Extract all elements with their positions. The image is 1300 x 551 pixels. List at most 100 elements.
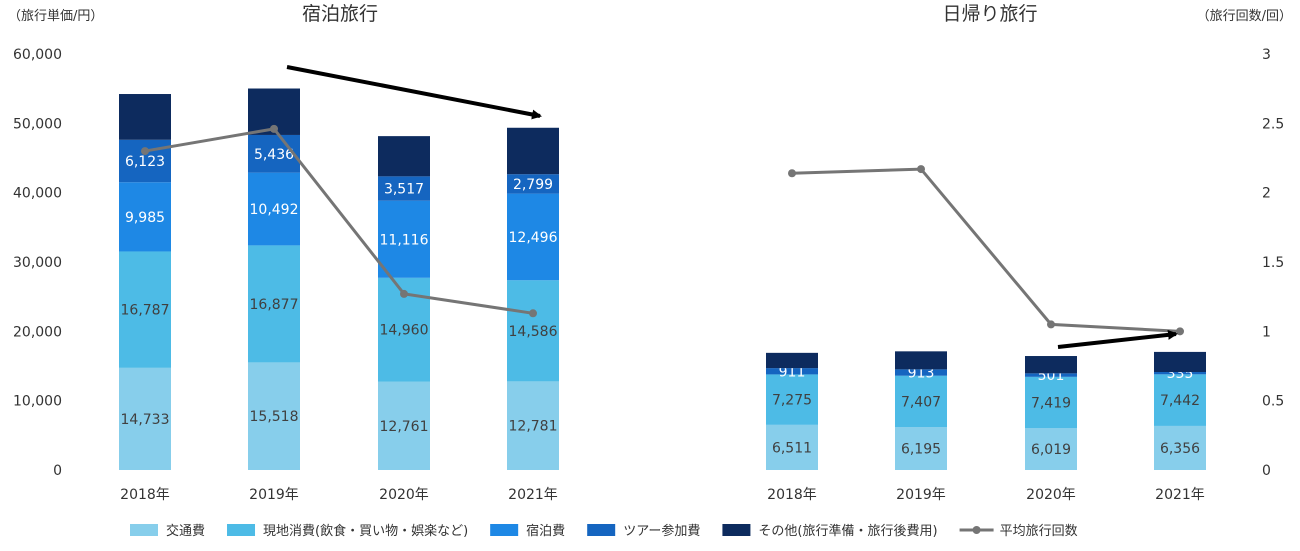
bar-segment xyxy=(248,134,300,173)
left-axis-tick-label: 40,000 xyxy=(13,186,62,202)
bar-segment xyxy=(1154,351,1206,373)
legend-label: 宿泊費 xyxy=(526,523,565,539)
line-point xyxy=(141,147,149,156)
bar-segment xyxy=(248,245,300,363)
x-axis-tick-label: 2018年 xyxy=(120,487,170,503)
right-axis-tick-label: 2 xyxy=(1262,186,1271,202)
line-point xyxy=(400,289,408,298)
bar-value-label: 7,419 xyxy=(1031,396,1071,412)
legend-label: 現地消費(飲食・買い物・娯楽など) xyxy=(263,523,468,539)
bar-segment xyxy=(119,251,171,368)
right-axis-tick-label: 1 xyxy=(1262,324,1271,340)
x-axis-tick-label: 2019年 xyxy=(896,487,946,503)
bar-segment xyxy=(895,351,947,370)
bar-value-label: 6,356 xyxy=(1160,441,1200,457)
bar-segment xyxy=(766,352,818,369)
bar-value-label: 9,985 xyxy=(125,210,165,226)
bar-value-label: 913 xyxy=(908,366,935,382)
panel-title: 宿泊旅行 xyxy=(302,3,378,25)
bar-value-label: 12,761 xyxy=(380,419,429,435)
legend-swatch xyxy=(587,524,616,536)
bar-value-label: 12,496 xyxy=(509,230,558,246)
left-axis-tick-label: 0 xyxy=(53,463,62,479)
bar-segment xyxy=(895,427,947,470)
bar-value-label: 14,586 xyxy=(509,324,558,340)
bar-segment xyxy=(1025,373,1077,377)
bar-value-label: 12,781 xyxy=(509,419,558,435)
bar-value-label: 6,019 xyxy=(1031,442,1071,458)
bar-value-label: 7,275 xyxy=(772,393,812,409)
x-axis-tick-label: 2021年 xyxy=(508,487,558,503)
line-point xyxy=(529,309,537,318)
bar-segment xyxy=(766,424,818,470)
bar-segment xyxy=(248,362,300,470)
legend-label: 平均旅行回数 xyxy=(1000,524,1078,539)
bar-value-label: 16,877 xyxy=(250,297,299,313)
decrease-arrow xyxy=(286,65,542,120)
right-axis-tick-label: 0 xyxy=(1262,463,1271,479)
legend-label: 交通費 xyxy=(166,523,205,539)
left-axis-tick-label: 50,000 xyxy=(13,116,62,132)
bar-segment xyxy=(1025,376,1077,429)
line-point xyxy=(917,165,925,174)
bar-segment xyxy=(378,136,430,177)
right-axis-tick-label: 2.5 xyxy=(1262,116,1284,132)
bar-segment xyxy=(766,374,818,425)
bar-value-label: 7,442 xyxy=(1160,393,1200,409)
bar-segment xyxy=(895,369,947,376)
bar-segment xyxy=(507,127,559,175)
bar-segment xyxy=(1025,356,1077,374)
left-axis-tick-label: 30,000 xyxy=(13,255,62,271)
legend-line-marker xyxy=(972,526,981,534)
bar-value-label: 16,787 xyxy=(121,303,170,319)
bar-value-label: 14,960 xyxy=(380,323,429,339)
average-trips-line xyxy=(144,127,534,315)
left-axis-tick-label: 60,000 xyxy=(13,47,62,63)
bar-segment xyxy=(119,182,171,252)
bar-value-label: 6,511 xyxy=(772,440,812,456)
bar-value-label: 14,733 xyxy=(121,412,170,428)
legend-swatch xyxy=(722,524,751,536)
line-point xyxy=(788,169,796,178)
legend-swatch xyxy=(227,524,256,536)
x-axis-tick-label: 2021年 xyxy=(1155,487,1205,503)
bar-value-label: 3,517 xyxy=(384,182,424,198)
average-trips-line xyxy=(791,167,1181,333)
bar-segment xyxy=(1154,425,1206,470)
bar-value-label: 5,436 xyxy=(254,147,294,163)
bar-segment xyxy=(507,174,559,194)
right-axis-tick-label: 0.5 xyxy=(1262,394,1284,410)
bar-value-label: 7,407 xyxy=(901,394,941,410)
bar-segment xyxy=(378,176,430,201)
bar-segment xyxy=(119,367,171,470)
bar-value-label: 2,799 xyxy=(513,177,553,193)
x-axis-tick-label: 2020年 xyxy=(379,487,429,503)
bar-segment xyxy=(1154,374,1206,426)
left-axis-tick-label: 10,000 xyxy=(13,394,62,410)
bar-segment xyxy=(766,368,818,375)
bar-segment xyxy=(507,193,559,281)
bar-segment xyxy=(378,200,430,278)
legend-label: その他(旅行準備・旅行後費用) xyxy=(758,523,937,539)
bar-segment xyxy=(378,381,430,470)
left-axis-tick-label: 20,000 xyxy=(13,324,62,340)
bar-segment xyxy=(248,172,300,246)
bar-segment xyxy=(507,280,559,382)
bar-value-label: 6,195 xyxy=(901,442,941,458)
line-point xyxy=(270,124,278,133)
legend-swatch xyxy=(130,524,158,536)
panel-title: 日帰り旅行 xyxy=(942,3,1037,25)
line-point xyxy=(1047,320,1055,329)
bar-segment xyxy=(1154,372,1206,375)
x-axis-tick-label: 2019年 xyxy=(249,487,299,503)
left-axis-unit-label: （旅行単価/円） xyxy=(8,8,103,24)
line-point xyxy=(1176,327,1184,336)
bar-segment xyxy=(895,375,947,428)
increase-arrow xyxy=(1057,329,1178,349)
bar-value-label: 10,492 xyxy=(250,202,299,218)
right-axis-unit-label: （旅行回数/回） xyxy=(1197,9,1292,24)
right-axis-tick-label: 3 xyxy=(1262,47,1271,63)
right-axis-tick-label: 1.5 xyxy=(1262,255,1284,271)
